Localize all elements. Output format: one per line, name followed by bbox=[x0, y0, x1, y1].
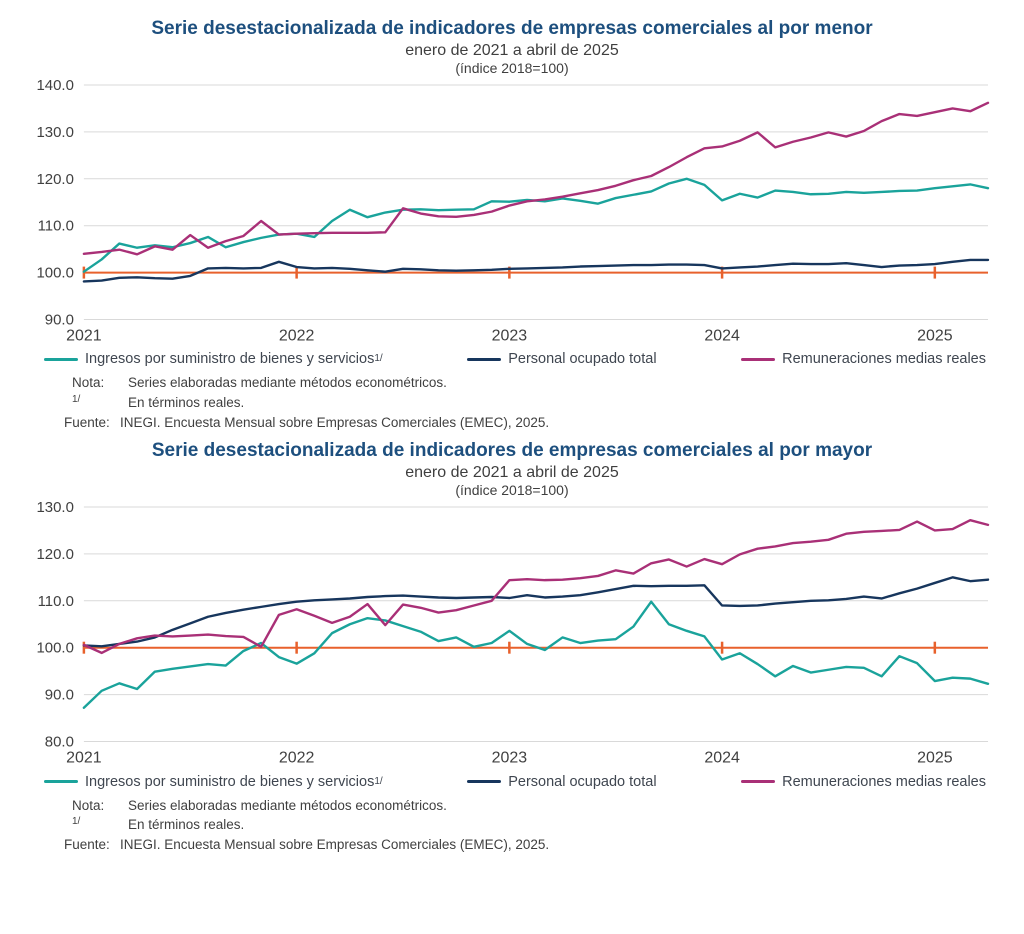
footnote-text: En términos reales. bbox=[128, 395, 245, 410]
source-label: Fuente: bbox=[64, 836, 110, 852]
series-line-remuneraciones bbox=[82, 519, 990, 655]
notes: Nota: Series elaboradas mediante métodos… bbox=[64, 796, 1000, 855]
personal-line-swatch bbox=[467, 780, 502, 784]
footnote-label: 1/ bbox=[72, 394, 81, 405]
wholesale-chart-section: Serie desestacionalizada de indicadores … bbox=[24, 440, 1000, 854]
series-line-ingresos bbox=[82, 600, 990, 710]
source-text: INEGI. Encuesta Mensual sobre Empresas C… bbox=[120, 836, 550, 852]
x-axis-tick-label: 2022 bbox=[279, 327, 315, 344]
chart-title: Serie desestacionalizada de indicadores … bbox=[151, 18, 873, 39]
legend-label: Personal ocupado total bbox=[508, 351, 657, 368]
note-row: Nota: Series elaboradas mediante métodos… bbox=[72, 373, 1000, 393]
line-chart-wholesale: 80.0 90.0 100.0 110.0 120.0 130.0 2021 2022 2023… bbox=[36, 500, 990, 767]
x-axis-tick-label: 2022 bbox=[279, 750, 315, 767]
note-label: Nota: bbox=[72, 797, 105, 813]
chart-index-note: (índice 2018=100) bbox=[455, 60, 569, 76]
remuneraciones-line-swatch bbox=[741, 780, 776, 784]
ingresos-line-swatch bbox=[44, 357, 78, 361]
legend-item-personal: Personal ocupado total bbox=[467, 351, 657, 368]
y-axis-tick-label: 100.0 bbox=[36, 640, 73, 657]
footnote-row: 1/ En términos reales. bbox=[72, 393, 1000, 413]
legend-label: Remuneraciones medias reales bbox=[782, 773, 986, 790]
chart-subtitle: enero de 2021 a abril de 2025 bbox=[405, 464, 619, 482]
remuneraciones-line-swatch bbox=[741, 357, 776, 361]
y-axis-tick-label: 90.0 bbox=[45, 311, 74, 328]
series-line-personal bbox=[82, 258, 990, 283]
x-axis-tick-label: 2024 bbox=[704, 327, 740, 344]
legend-item-remuneraciones: Remuneraciones medias reales bbox=[741, 774, 986, 790]
x-axis-tick-label: 2021 bbox=[66, 750, 102, 767]
note-text: Series elaboradas mediante métodos econo… bbox=[128, 375, 447, 391]
y-axis-tick-label: 120.0 bbox=[36, 546, 73, 563]
y-axis-tick-label: 100.0 bbox=[36, 265, 73, 282]
series-line-personal bbox=[82, 576, 990, 648]
chart-index-note: (índice 2018=100) bbox=[455, 482, 569, 499]
y-axis-tick-label: 120.0 bbox=[36, 171, 73, 188]
footnote-text: En términos reales. bbox=[128, 817, 245, 833]
note-label: Nota: bbox=[72, 375, 105, 391]
x-axis-tick-label: 2024 bbox=[704, 750, 740, 767]
legend: Ingresos por suministro de bienes y serv… bbox=[24, 351, 1000, 367]
y-axis-tick-label: 90.0 bbox=[45, 687, 74, 704]
chart-title: Serie desestacionalizada de indicadores … bbox=[151, 440, 873, 462]
footnote-label: 1/ bbox=[72, 816, 81, 828]
legend-item-ingresos: Ingresos por suministro de bienes y serv… bbox=[44, 351, 383, 367]
source-row: Fuente: INEGI. Encuesta Mensual sobre Em… bbox=[64, 413, 1000, 433]
legend: Ingresos por suministro de bienes y serv… bbox=[24, 774, 1000, 790]
y-axis-tick-label: 130.0 bbox=[36, 500, 73, 516]
legend-footnote-marker: 1/ bbox=[374, 775, 383, 787]
x-axis-tick-label: 2021 bbox=[66, 327, 102, 344]
note-row: Nota: Series elaboradas mediante métodos… bbox=[72, 796, 1000, 816]
y-axis-tick-label: 130.0 bbox=[36, 124, 73, 141]
legend-footnote-marker: 1/ bbox=[374, 353, 383, 365]
legend-label: Ingresos por suministro de bienes y serv… bbox=[85, 773, 375, 790]
legend-label: Remuneraciones medias reales bbox=[782, 351, 986, 368]
legend-item-personal: Personal ocupado total bbox=[467, 773, 657, 790]
x-axis-tick-label: 2023 bbox=[492, 750, 528, 767]
legend-label: Personal ocupado total bbox=[508, 773, 657, 790]
series-line-remuneraciones bbox=[82, 101, 990, 256]
x-axis-tick-label: 2025 bbox=[917, 327, 953, 344]
source-row: Fuente: INEGI. Encuesta Mensual sobre Em… bbox=[64, 835, 1000, 855]
x-axis-tick-label: 2023 bbox=[492, 327, 528, 344]
legend-item-ingresos: Ingresos por suministro de bienes y serv… bbox=[44, 774, 383, 790]
y-axis-tick-label: 110.0 bbox=[38, 593, 74, 610]
notes: Nota: Series elaboradas mediante métodos… bbox=[64, 373, 1000, 432]
x-axis-tick-label: 2025 bbox=[917, 750, 953, 767]
source-label: Fuente: bbox=[64, 414, 110, 430]
chart-subtitle: enero de 2021 a abril de 2025 bbox=[405, 42, 619, 59]
y-axis-tick-label: 110.0 bbox=[38, 218, 74, 235]
ingresos-line-swatch bbox=[44, 780, 78, 784]
retail-chart-section: Serie desestacionalizada de indicadores … bbox=[24, 18, 1000, 432]
personal-line-swatch bbox=[467, 357, 502, 361]
legend-label: Ingresos por suministro de bienes y serv… bbox=[85, 351, 375, 368]
legend-item-remuneraciones: Remuneraciones medias reales bbox=[741, 351, 986, 367]
y-axis-tick-label: 80.0 bbox=[45, 734, 74, 751]
line-chart-retail: 90.0 100.0 110.0 120.0 130.0 140.0 2021 2022 202… bbox=[36, 78, 990, 344]
footnote-row: 1/ En términos reales. bbox=[72, 815, 1000, 835]
source-text: INEGI. Encuesta Mensual sobre Empresas C… bbox=[120, 414, 550, 430]
note-text: Series elaboradas mediante métodos econo… bbox=[128, 797, 447, 813]
y-axis-tick-label: 140.0 bbox=[36, 78, 73, 94]
